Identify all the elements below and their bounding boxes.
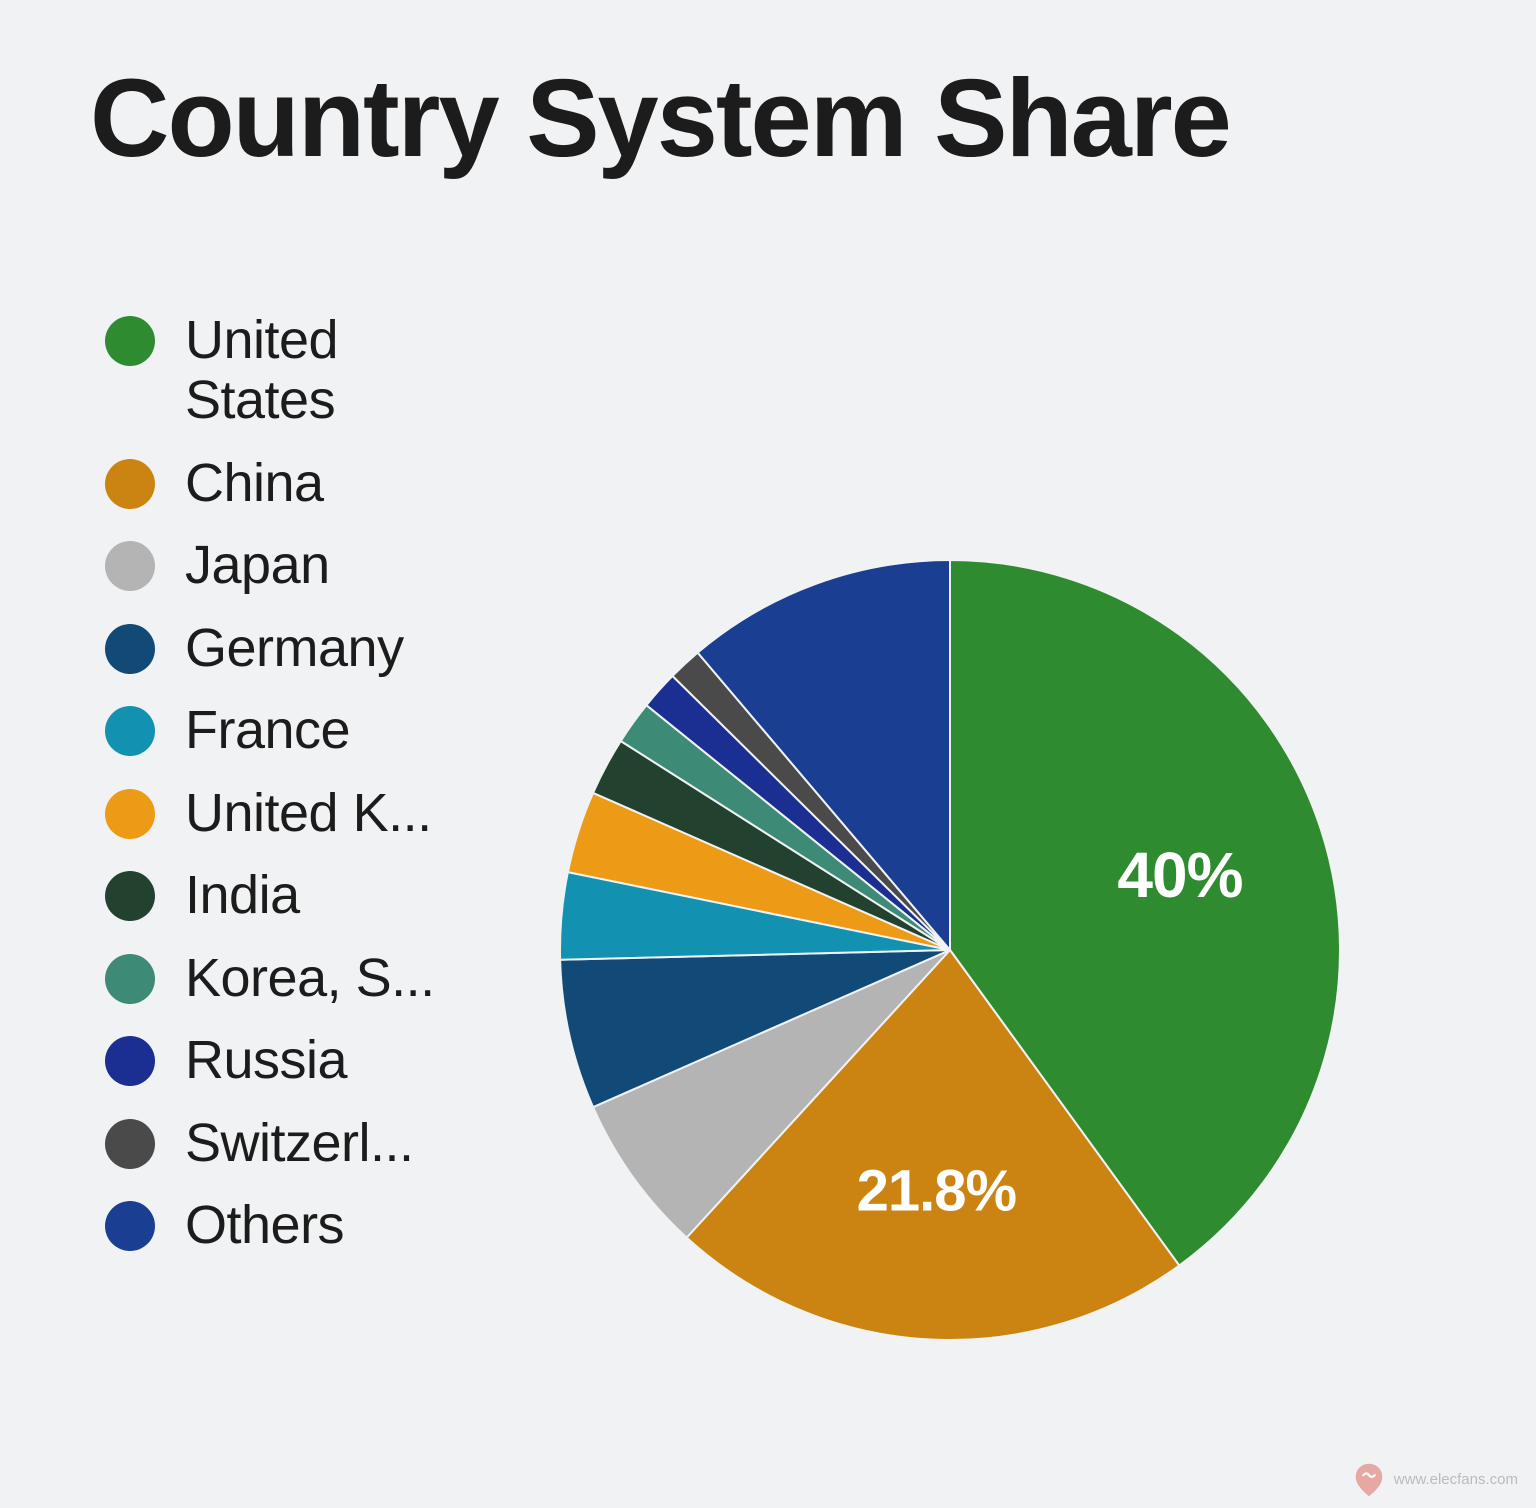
watermark: www.elecfans.com (1350, 1460, 1518, 1498)
pie-chart: 40% 21.8% (560, 560, 1340, 1340)
legend-item: Korea, S... (105, 948, 445, 1008)
watermark-text: www.elecfans.com (1394, 1471, 1518, 1488)
legend-label: Others (185, 1195, 344, 1255)
legend-item: Japan (105, 535, 445, 595)
legend-dot (105, 1036, 155, 1086)
legend-dot (105, 954, 155, 1004)
legend-item: United States (105, 310, 445, 431)
legend-label: France (185, 700, 350, 760)
legend-dot (105, 541, 155, 591)
legend-dot (105, 459, 155, 509)
legend-item: Switzerl... (105, 1113, 445, 1173)
legend-item: Others (105, 1195, 445, 1255)
pie-slice-label: 21.8% (857, 1158, 1016, 1225)
pie-slice-label: 40% (1117, 838, 1242, 912)
legend-label: Switzerl... (185, 1113, 414, 1173)
legend-item: Germany (105, 618, 445, 678)
legend-item: India (105, 865, 445, 925)
legend-label: United States (185, 310, 445, 431)
legend-label: United K... (185, 783, 432, 843)
legend-item: China (105, 453, 445, 513)
legend-label: China (185, 453, 324, 513)
legend: United States China Japan Germany France Unit… (105, 310, 445, 1278)
legend-dot (105, 316, 155, 366)
legend-item: France (105, 700, 445, 760)
legend-label: Russia (185, 1030, 347, 1090)
legend-item: United K... (105, 783, 445, 843)
legend-item: Russia (105, 1030, 445, 1090)
legend-dot (105, 624, 155, 674)
legend-dot (105, 871, 155, 921)
legend-label: Korea, S... (185, 948, 435, 1008)
legend-label: India (185, 865, 300, 925)
legend-label: Germany (185, 618, 404, 678)
legend-dot (105, 706, 155, 756)
legend-dot (105, 789, 155, 839)
legend-dot (105, 1119, 155, 1169)
legend-label: Japan (185, 535, 330, 595)
chart-title: Country System Share (90, 55, 1230, 182)
legend-dot (105, 1201, 155, 1251)
watermark-icon (1350, 1460, 1388, 1498)
